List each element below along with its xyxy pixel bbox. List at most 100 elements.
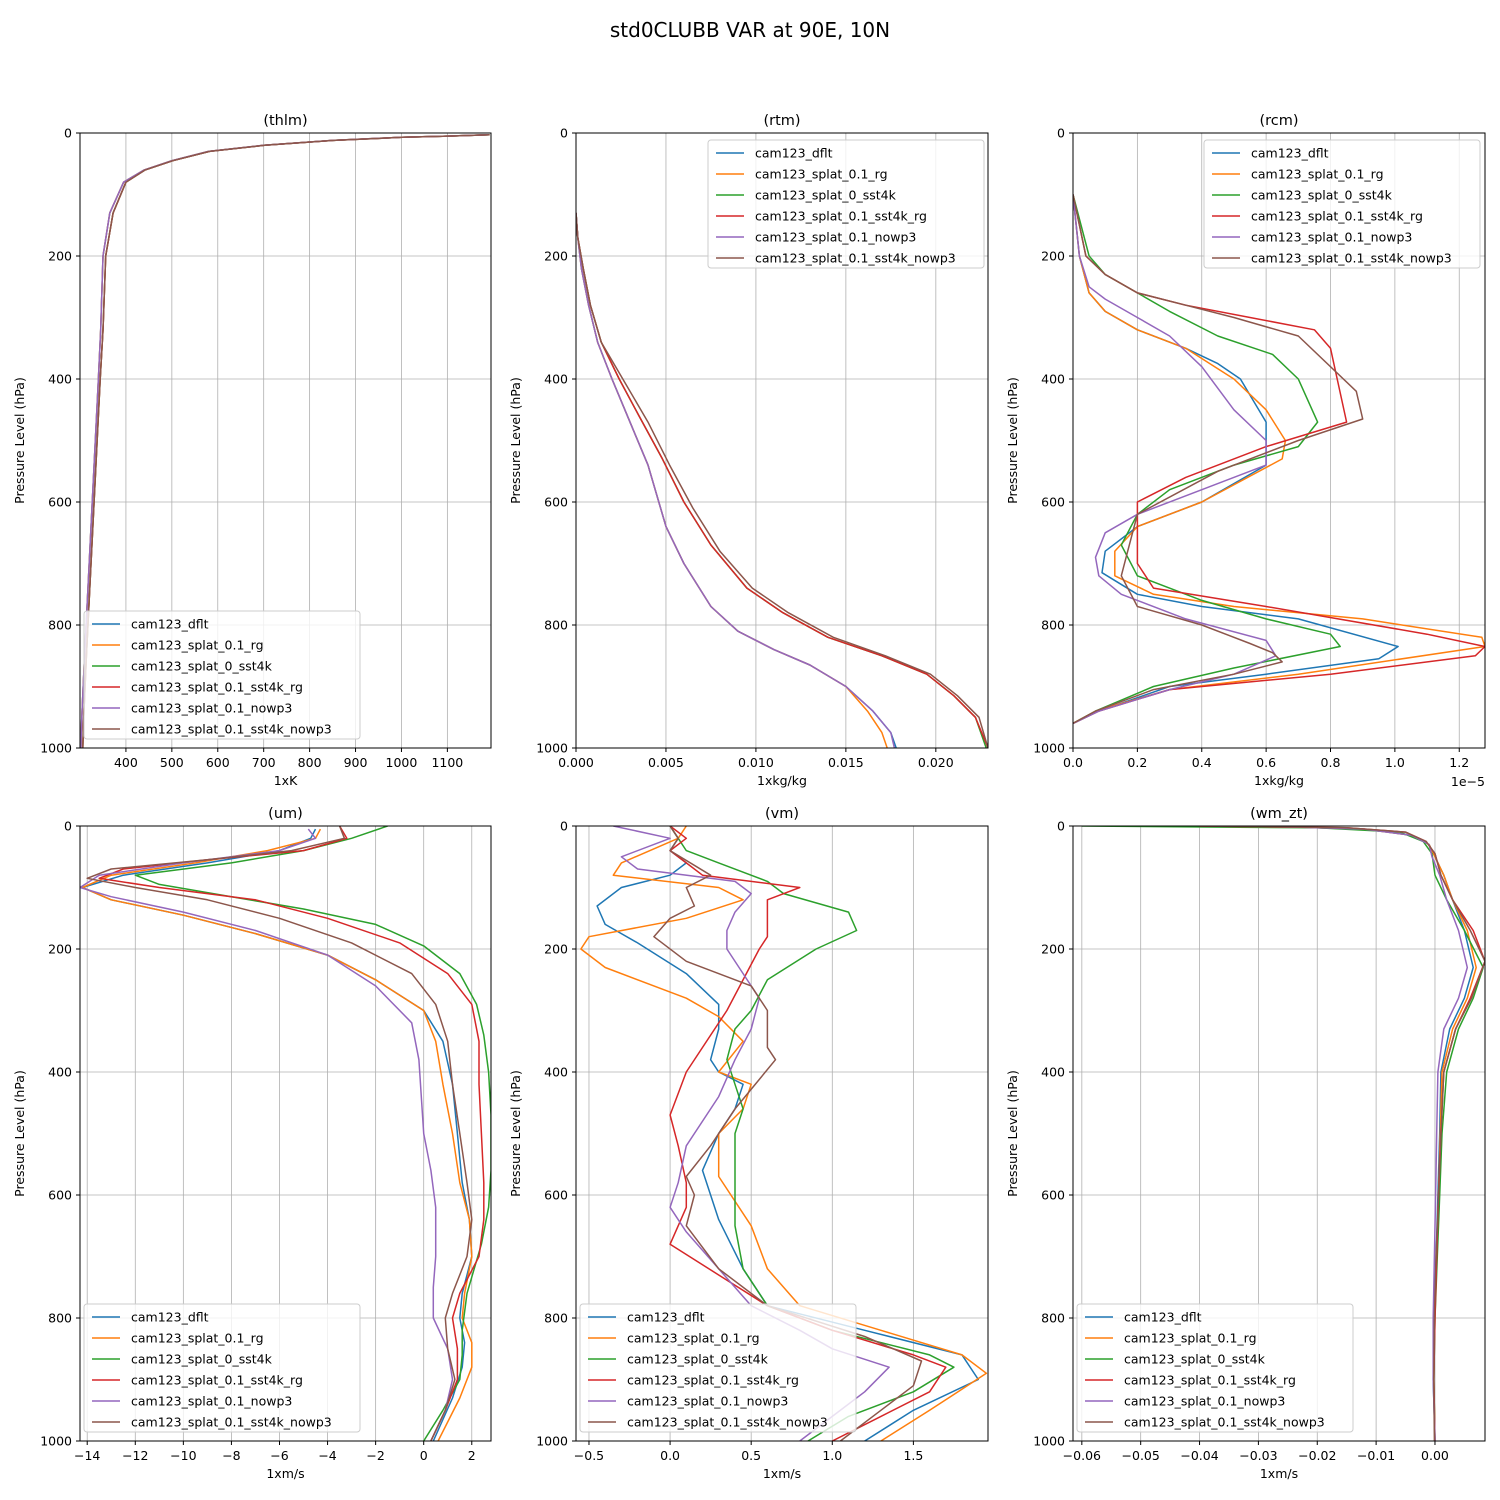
legend-box xyxy=(1203,139,1481,269)
series-line-2 xyxy=(580,826,988,1441)
series-lines xyxy=(1073,194,1485,725)
y-tick-label: 800 xyxy=(48,618,72,633)
y-tick-label: 600 xyxy=(544,1188,568,1203)
y-tick-label: 0 xyxy=(64,126,72,141)
legend-entry: cam123_splat_0.1_nowp3 xyxy=(627,1394,788,1409)
x-tick-label: 0.000 xyxy=(558,755,594,770)
chart-panel-4: −14 −12 −10 −8 −6 −4 −2 0 2 0 200 400 600 800 1000 (um)… xyxy=(12,806,492,1481)
legend-entry: cam123_splat_0.1_sst4k_nowp3 xyxy=(755,251,956,266)
x-tick-label: −12 xyxy=(122,1448,148,1463)
series-line-6 xyxy=(86,826,473,1441)
legend-entry: cam123_splat_0.1_sst4k_nowp3 xyxy=(131,722,332,737)
x-tick-label: −0.04 xyxy=(1180,1448,1218,1463)
legend-entry: cam123_splat_0.1_sst4k_nowp3 xyxy=(627,1415,828,1430)
legend-box xyxy=(579,1303,857,1433)
legend-entry: cam123_splat_0_sst4k xyxy=(1251,188,1393,203)
panel-title: (vm) xyxy=(765,806,799,822)
x-tick-label: 0.5 xyxy=(741,1448,761,1463)
x-tick-label: 0.8 xyxy=(1321,755,1341,770)
legend-entry: cam123_splat_0.1_rg xyxy=(1124,1331,1257,1346)
y-tick-label: 400 xyxy=(544,372,568,387)
legend-entry: cam123_splat_0.1_sst4k_nowp3 xyxy=(131,1415,332,1430)
y-tick-label: 400 xyxy=(1041,372,1065,387)
x-tick-label: 0.6 xyxy=(1256,755,1276,770)
series-line-5 xyxy=(1258,826,1469,1441)
x-tick-label: −0.01 xyxy=(1357,1448,1395,1463)
legend-entry: cam123_splat_0.1_nowp3 xyxy=(131,1394,292,1409)
figure-title: std0CLUBB VAR at 90E, 10N xyxy=(610,18,890,42)
y-tick-label: 1000 xyxy=(40,1434,72,1449)
y-axis-label: Pressure Level (hPa) xyxy=(508,1070,523,1197)
x-tick-label: 1.5 xyxy=(903,1448,923,1463)
legend-entry: cam123_splat_0.1_sst4k_rg xyxy=(1251,209,1423,224)
legend: cam123_dflt cam123_splat_0.1_rg cam123_spl… xyxy=(707,139,985,269)
y-tick-label: 600 xyxy=(1041,495,1065,510)
y-tick-label: 200 xyxy=(1041,249,1065,264)
series-lines xyxy=(576,212,988,748)
x-tick-label: −4 xyxy=(318,1448,336,1463)
axes-frame xyxy=(79,132,492,749)
y-tick-label: 800 xyxy=(1041,1311,1065,1326)
legend-box xyxy=(707,139,985,269)
y-tick-label: 1000 xyxy=(40,741,72,756)
legend-entry: cam123_splat_0.1_sst4k_rg xyxy=(131,1373,303,1388)
x-tick-label: −10 xyxy=(170,1448,196,1463)
chart-panel-6: −0.06 −0.05 −0.04 −0.03 −0.02 −0.01 0.00 0 200 40… xyxy=(1005,806,1486,1481)
y-tick-label: 800 xyxy=(1041,618,1065,633)
legend-entry: cam123_dflt xyxy=(1124,1310,1202,1325)
legend: cam123_dflt cam123_splat_0.1_rg cam123_spl… xyxy=(83,610,361,740)
x-tick-label: −8 xyxy=(222,1448,240,1463)
legend-entry: cam123_splat_0.1_sst4k_rg xyxy=(627,1373,799,1388)
x-tick-label: 0 xyxy=(420,1448,428,1463)
panel-title: (thlm) xyxy=(263,113,307,129)
series-lines xyxy=(80,826,491,1441)
y-axis-label: Pressure Level (hPa) xyxy=(508,377,523,504)
legend-entry: cam123_splat_0_sst4k xyxy=(131,1352,273,1367)
legend-entry: cam123_splat_0.1_rg xyxy=(131,638,264,653)
series-line-4 xyxy=(98,826,485,1441)
legend-entry: cam123_splat_0.1_rg xyxy=(131,1331,264,1346)
x-tick-label: 600 xyxy=(206,755,230,770)
series-line-6 xyxy=(1073,194,1364,725)
legend-entry: cam123_splat_0.1_sst4k_rg xyxy=(131,680,303,695)
x-tick-label: 1000 xyxy=(386,755,418,770)
legend-box xyxy=(1076,1303,1354,1433)
y-axis-label: Pressure Level (hPa) xyxy=(1005,1070,1020,1197)
x-tick-label: 0.005 xyxy=(648,755,684,770)
legend-entry: cam123_splat_0_sst4k xyxy=(1124,1352,1266,1367)
y-axis-label: Pressure Level (hPa) xyxy=(12,377,27,504)
x-tick-label: 0.0 xyxy=(1063,755,1083,770)
y-tick-label: 1000 xyxy=(536,1434,568,1449)
legend-entry: cam123_splat_0.1_rg xyxy=(627,1331,760,1346)
series-line-3 xyxy=(1073,194,1341,725)
y-tick-label: 1000 xyxy=(1033,741,1065,756)
y-tick-label: 600 xyxy=(544,495,568,510)
y-tick-label: 200 xyxy=(1041,942,1065,957)
x-tick-label: 900 xyxy=(344,755,368,770)
legend-entry: cam123_splat_0.1_rg xyxy=(755,167,888,182)
x-tick-label: 0.015 xyxy=(828,755,864,770)
x-tick-label: 1.0 xyxy=(822,1448,842,1463)
y-axis-label: Pressure Level (hPa) xyxy=(12,1070,27,1197)
legend: cam123_dflt cam123_splat_0.1_rg cam123_spl… xyxy=(1203,139,1481,269)
y-tick-label: 600 xyxy=(48,495,72,510)
series-line-6 xyxy=(576,212,988,748)
axes-frame xyxy=(1072,132,1486,749)
legend-entry: cam123_splat_0_sst4k xyxy=(627,1352,769,1367)
y-tick-label: 0 xyxy=(64,819,72,834)
y-tick-label: 600 xyxy=(48,1188,72,1203)
y-tick-label: 200 xyxy=(544,249,568,264)
x-tick-label: −14 xyxy=(74,1448,100,1463)
x-tick-label: 400 xyxy=(114,755,138,770)
x-axis-label: 1xm/s xyxy=(763,1466,801,1481)
panel-title: (wm_zt) xyxy=(1250,806,1308,822)
series-line-5 xyxy=(576,212,896,748)
x-tick-label: −0.02 xyxy=(1298,1448,1336,1463)
legend: cam123_dflt cam123_splat_0.1_rg cam123_spl… xyxy=(1076,1303,1354,1433)
y-tick-label: 0 xyxy=(1057,819,1065,834)
legend-entry: cam123_dflt xyxy=(131,617,209,632)
y-tick-label: 200 xyxy=(48,249,72,264)
x-tick-label: 1.0 xyxy=(1385,755,1405,770)
y-tick-label: 0 xyxy=(560,126,568,141)
